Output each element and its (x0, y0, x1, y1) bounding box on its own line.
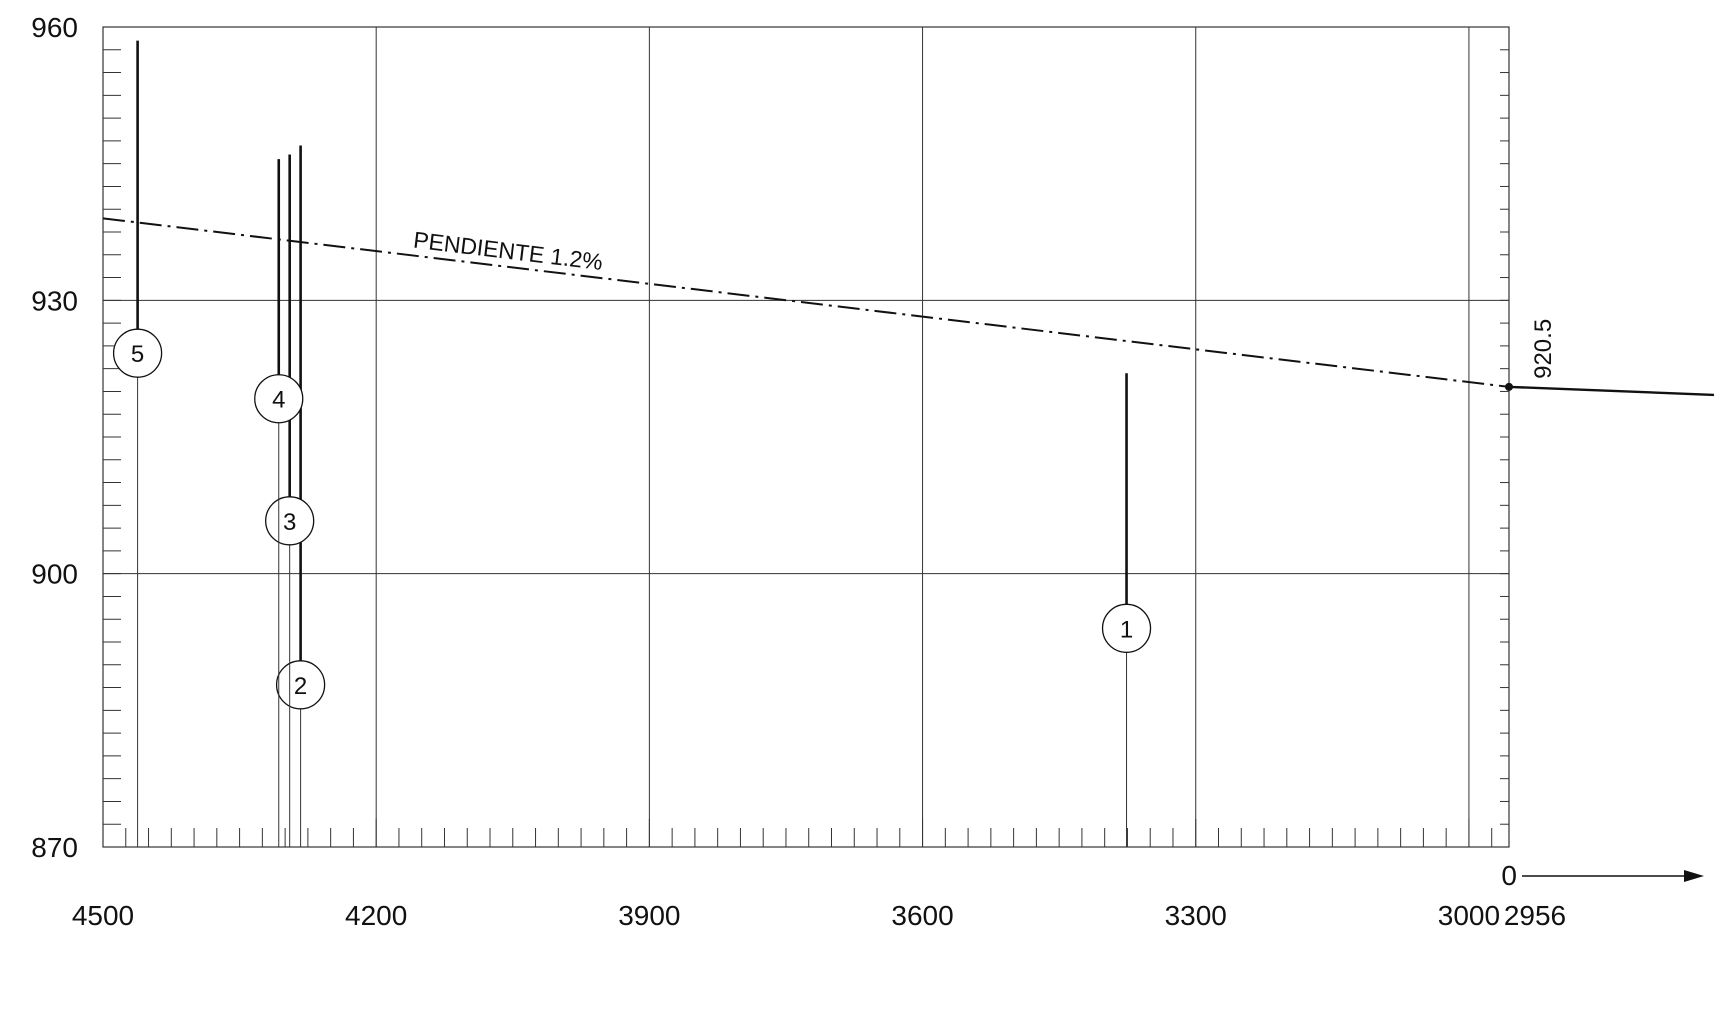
y-tick-label: 870 (31, 832, 78, 863)
marker-label: 3 (283, 509, 296, 536)
y-tick-label: 960 (31, 12, 78, 43)
slope-layer: PENDIENTE 1.2%920.5 (102, 217, 1714, 397)
minor-ticks (103, 49, 1509, 847)
marker-circle (254, 374, 304, 424)
x-tick-label: 4200 (345, 900, 407, 931)
marker-label: 4 (272, 387, 285, 414)
elevation-label: 920.5 (1530, 319, 1557, 379)
slope-line (102, 217, 1510, 388)
y-tick-label: 900 (31, 559, 78, 590)
y-tick-label: 930 (31, 285, 78, 316)
profile-continuation (1508, 385, 1714, 397)
marker-label: 5 (131, 341, 144, 368)
marker-label: 1 (1120, 616, 1133, 643)
marker-circle (275, 660, 326, 710)
origin-label: 0 (1501, 860, 1517, 891)
x-tick-label: 3300 (1165, 900, 1227, 931)
grid-layer (102, 26, 1510, 848)
x-tick-label: 4500 (72, 900, 134, 931)
x-tick-label: 3000 (1438, 900, 1500, 931)
plot-frame (102, 26, 1510, 848)
marker-circle (1101, 603, 1152, 653)
x-end-tick-label: 2956 (1504, 900, 1566, 931)
x-tick-label: 3600 (891, 900, 953, 931)
marker-layer: 1 2 3 4 5 (112, 40, 1152, 847)
marker-circle (112, 328, 163, 378)
elevation-point (1505, 382, 1513, 391)
marker-circle (265, 496, 315, 546)
x-tick-label: 3900 (618, 900, 680, 931)
marker-label: 2 (294, 673, 307, 700)
label-layer: 4500 4200 3900 3600 3300 3000 2956 960 930 900 870… (31, 12, 1704, 931)
origin-arrow-icon (1684, 870, 1704, 882)
